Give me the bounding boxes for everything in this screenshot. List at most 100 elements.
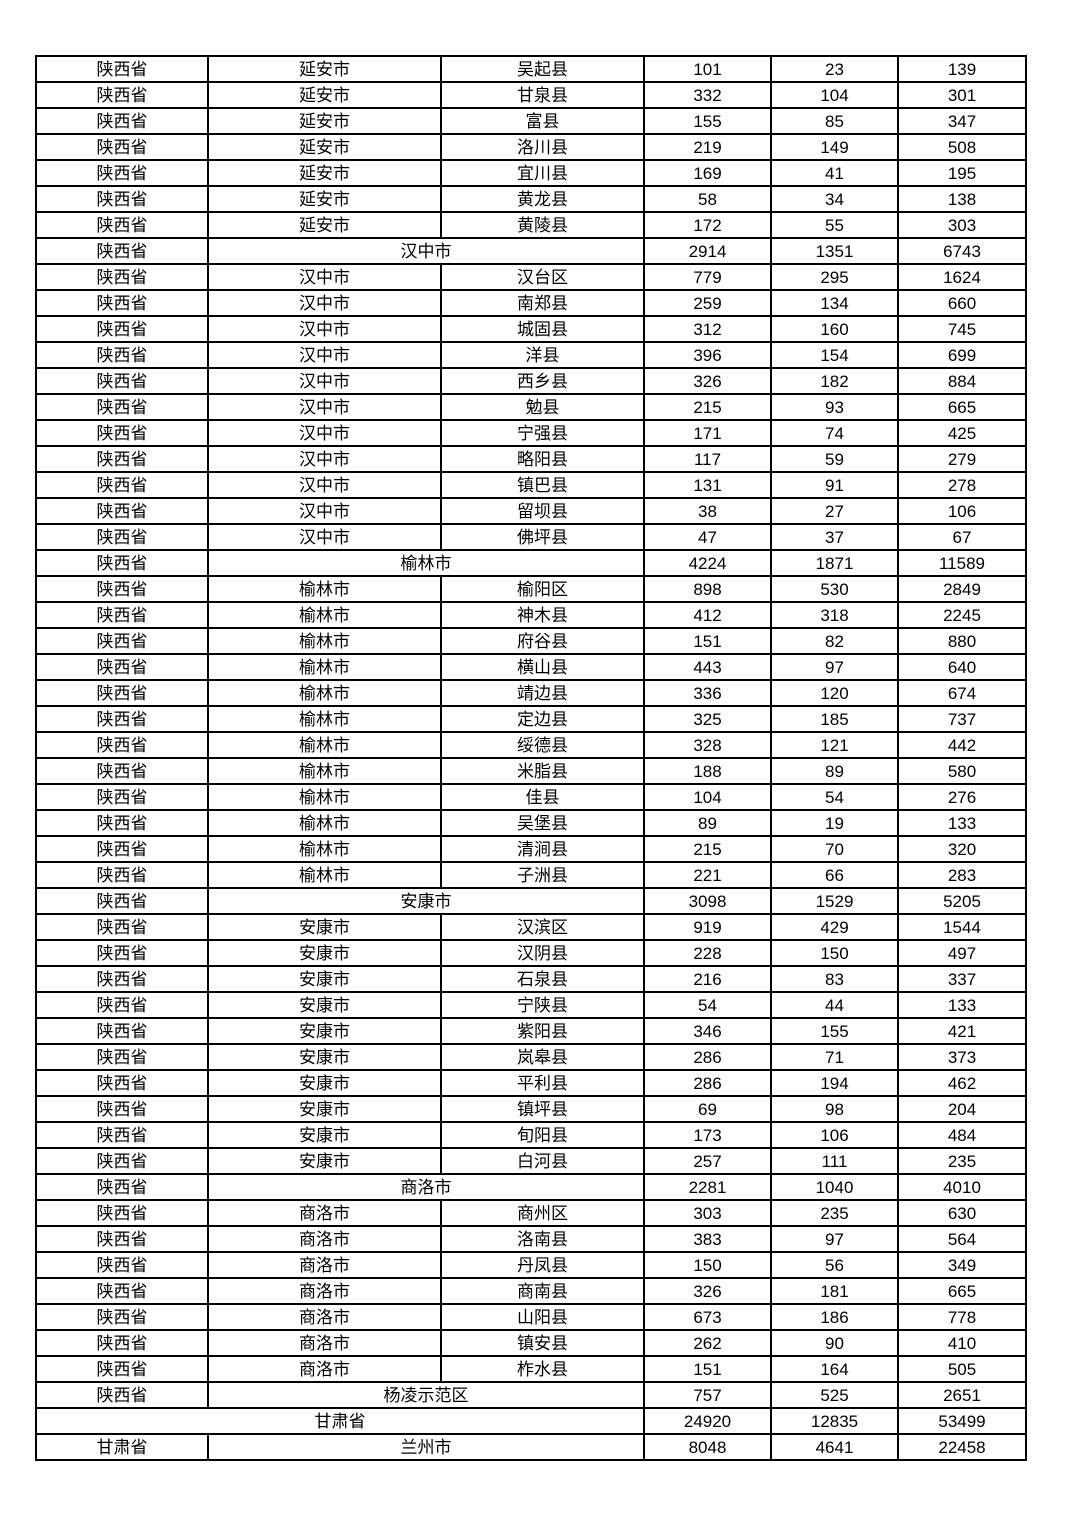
cell-value-2: 429 (770, 913, 899, 941)
table-row: 陕西省 延安市 黄龙县 58 34 138 (35, 185, 1027, 213)
cell-value-2: 55 (770, 211, 899, 239)
cell-value-1: 898 (643, 575, 772, 603)
cell-province: 陕西省 (35, 1381, 209, 1409)
cell-value-1: 396 (643, 341, 772, 369)
cell-value-1: 383 (643, 1225, 772, 1253)
cell-value-3: 410 (897, 1329, 1027, 1357)
cell-province-merged: 甘肃省 (35, 1407, 645, 1435)
cell-value-3: 580 (897, 757, 1027, 785)
cell-value-1: 104 (643, 783, 772, 811)
cell-county: 宜川县 (440, 159, 645, 187)
cell-province: 陕西省 (35, 913, 209, 941)
cell-province: 陕西省 (35, 991, 209, 1019)
cell-province: 陕西省 (35, 705, 209, 733)
cell-city: 安康市 (207, 939, 442, 967)
cell-province: 陕西省 (35, 1147, 209, 1175)
cell-value-1: 303 (643, 1199, 772, 1227)
cell-city: 榆林市 (207, 809, 442, 837)
cell-city: 榆林市 (207, 575, 442, 603)
cell-value-3: 303 (897, 211, 1027, 239)
cell-province: 陕西省 (35, 627, 209, 655)
cell-value-3: 630 (897, 1199, 1027, 1227)
cell-county: 吴堡县 (440, 809, 645, 837)
cell-value-1: 155 (643, 107, 772, 135)
table-row: 陕西省 榆林市 榆阳区 898 530 2849 (35, 575, 1027, 603)
cell-city: 商洛市 (207, 1199, 442, 1227)
table-row: 陕西省 汉中市 城固县 312 160 745 (35, 315, 1027, 343)
cell-province: 陕西省 (35, 315, 209, 343)
cell-value-2: 4641 (770, 1433, 899, 1461)
cell-value-3: 278 (897, 471, 1027, 499)
table-row: 陕西省 延安市 宜川县 169 41 195 (35, 159, 1027, 187)
cell-value-1: 228 (643, 939, 772, 967)
cell-city: 汉中市 (207, 445, 442, 473)
cell-province: 陕西省 (35, 133, 209, 161)
cell-value-1: 169 (643, 159, 772, 187)
cell-value-2: 1040 (770, 1173, 899, 1201)
table-row: 陕西省 商洛市 山阳县 673 186 778 (35, 1303, 1027, 1331)
cell-city: 榆林市 (207, 757, 442, 785)
cell-value-2: 37 (770, 523, 899, 551)
cell-value-3: 1624 (897, 263, 1027, 291)
cell-province: 陕西省 (35, 497, 209, 525)
cell-province: 陕西省 (35, 185, 209, 213)
cell-city: 汉中市 (207, 263, 442, 291)
cell-county: 洛川县 (440, 133, 645, 161)
table-row: 甘肃省 24920 12835 53499 (35, 1407, 1027, 1435)
cell-value-3: 349 (897, 1251, 1027, 1279)
table-row: 陕西省 汉中市 洋县 396 154 699 (35, 341, 1027, 369)
cell-county: 石泉县 (440, 965, 645, 993)
cell-county: 甘泉县 (440, 81, 645, 109)
cell-county: 柞水县 (440, 1355, 645, 1383)
cell-value-2: 54 (770, 783, 899, 811)
cell-province: 陕西省 (35, 159, 209, 187)
cell-value-2: 164 (770, 1355, 899, 1383)
cell-value-3: 2245 (897, 601, 1027, 629)
table-row: 陕西省 商洛市 洛南县 383 97 564 (35, 1225, 1027, 1253)
cell-value-1: 4224 (643, 549, 772, 577)
cell-value-2: 318 (770, 601, 899, 629)
cell-county: 平利县 (440, 1069, 645, 1097)
cell-value-3: 11589 (897, 549, 1027, 577)
cell-value-3: 279 (897, 445, 1027, 473)
cell-county: 神木县 (440, 601, 645, 629)
cell-value-1: 54 (643, 991, 772, 1019)
table-row: 陕西省 安康市 汉滨区 919 429 1544 (35, 913, 1027, 941)
cell-county: 府谷县 (440, 627, 645, 655)
cell-city: 榆林市 (207, 783, 442, 811)
cell-value-3: 106 (897, 497, 1027, 525)
cell-city: 汉中市 (207, 497, 442, 525)
cell-county: 旬阳县 (440, 1121, 645, 1149)
cell-city-merged: 兰州市 (207, 1433, 645, 1461)
table-row: 陕西省 榆林市 靖边县 336 120 674 (35, 679, 1027, 707)
cell-city: 商洛市 (207, 1303, 442, 1331)
cell-value-3: 4010 (897, 1173, 1027, 1201)
cell-value-3: 1544 (897, 913, 1027, 941)
table-row: 陕西省 汉中市 西乡县 326 182 884 (35, 367, 1027, 395)
cell-value-3: 276 (897, 783, 1027, 811)
cell-province: 陕西省 (35, 861, 209, 889)
cell-province: 陕西省 (35, 601, 209, 629)
cell-city: 汉中市 (207, 315, 442, 343)
cell-county: 西乡县 (440, 367, 645, 395)
table-row: 陕西省 汉中市 镇巴县 131 91 278 (35, 471, 1027, 499)
table-row: 陕西省 安康市 3098 1529 5205 (35, 887, 1027, 915)
cell-value-2: 44 (770, 991, 899, 1019)
cell-county: 商南县 (440, 1277, 645, 1305)
cell-province: 陕西省 (35, 757, 209, 785)
cell-value-1: 2914 (643, 237, 772, 265)
cell-province: 陕西省 (35, 1017, 209, 1045)
cell-value-2: 97 (770, 1225, 899, 1253)
cell-county: 宁强县 (440, 419, 645, 447)
cell-value-2: 97 (770, 653, 899, 681)
cell-value-2: 149 (770, 133, 899, 161)
cell-value-3: 301 (897, 81, 1027, 109)
cell-value-2: 530 (770, 575, 899, 603)
cell-value-3: 347 (897, 107, 1027, 135)
cell-county: 略阳县 (440, 445, 645, 473)
cell-city: 商洛市 (207, 1277, 442, 1305)
cell-value-2: 70 (770, 835, 899, 863)
table-row: 陕西省 安康市 白河县 257 111 235 (35, 1147, 1027, 1175)
table-row: 陕西省 延安市 甘泉县 332 104 301 (35, 81, 1027, 109)
cell-city: 安康市 (207, 1043, 442, 1071)
